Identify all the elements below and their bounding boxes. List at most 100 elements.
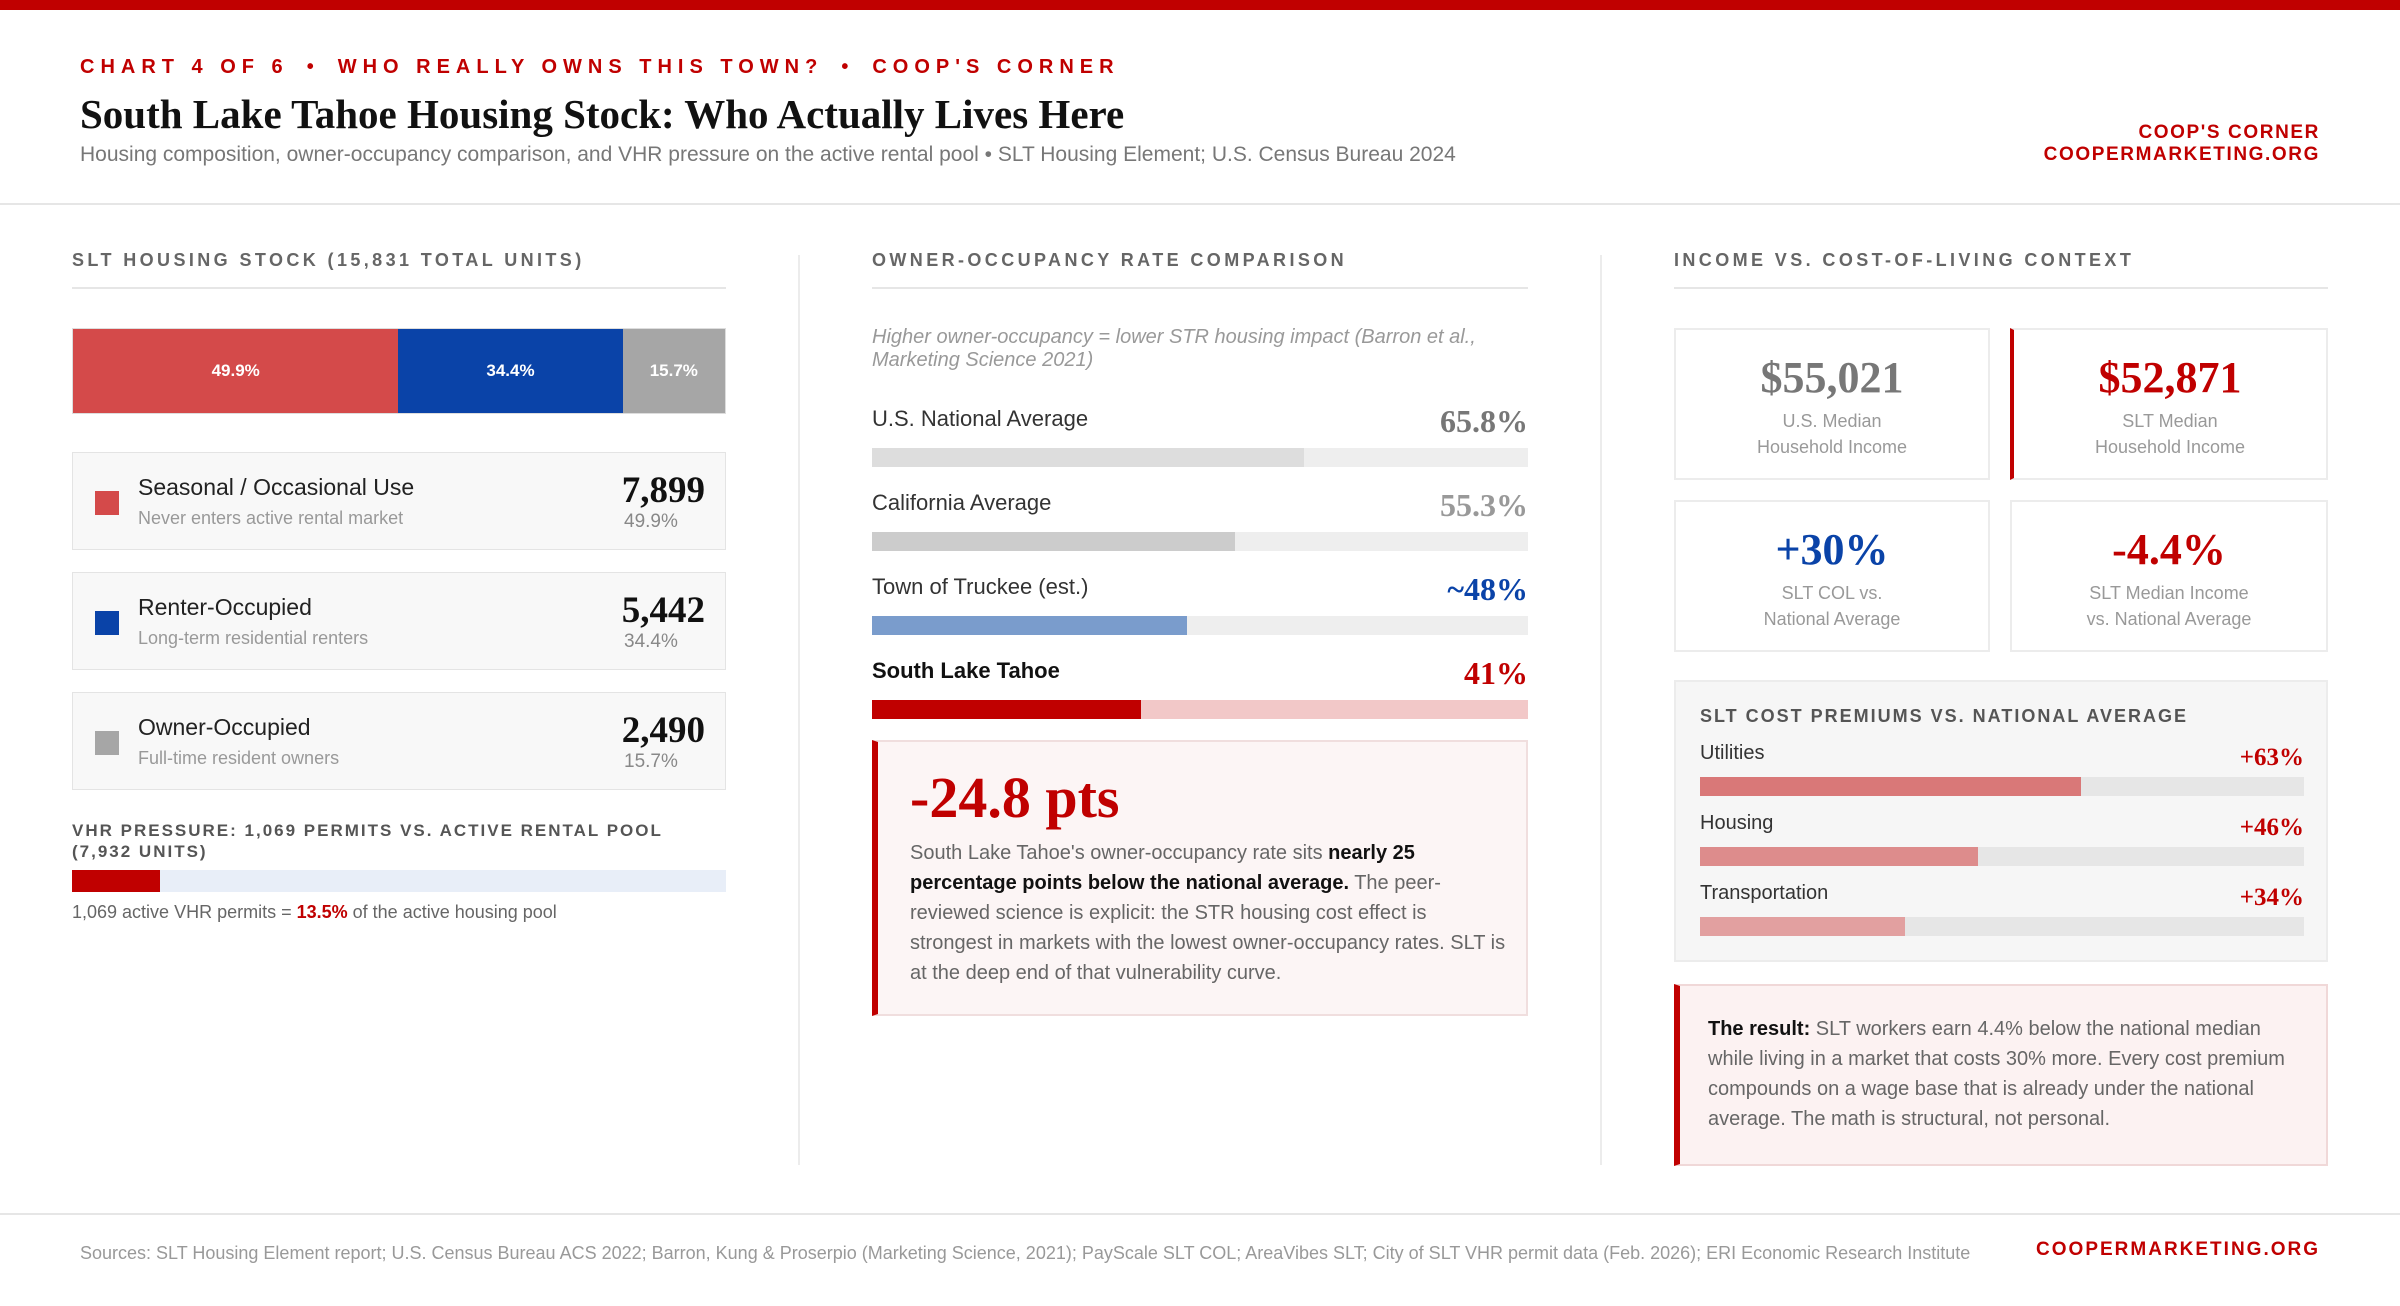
premium-track [1700,917,2304,936]
premium-label: Transportation [1700,882,1829,904]
footer-sources: Sources: SLT Housing Element report; U.S… [80,1243,1971,1263]
stat-label-line: SLT Median [2122,411,2218,431]
housing-stock-panel: SLT HOUSING STOCK (15,831 TOTAL UNITS) 4… [72,250,726,922]
premium-bar [1700,777,2081,796]
occupancy-bar [872,700,1141,719]
kicker-dot: • [841,56,855,78]
category-percent: 15.7% [624,751,678,772]
occupancy-value: ~48% [1447,571,1528,607]
gap-text-bold: nearly 25 percentage points below the na… [910,842,1415,894]
brand-url[interactable]: COOPERMARKETING.ORG [2043,144,2320,165]
stat-label-line: U.S. Median [1782,411,1882,431]
stat-value: $52,871 [2098,353,2242,402]
occupancy-track [872,616,1528,635]
cost-premiums-title: SLT COST PREMIUMS VS. NATIONAL AVERAGE [1700,706,2189,726]
category-name: Renter-Occupied [138,594,312,620]
occupancy-bar [872,448,1304,467]
vhr-pressure-track [72,870,726,892]
column-divider [1600,255,1602,1165]
kicker-part: CHART 4 OF 6 [80,56,289,78]
vhr-pressure-title: VHR PRESSURE: 1,069 PERMITS VS. ACTIVE R… [72,821,663,861]
top-accent-bar [0,0,2400,10]
premium-value: +63% [2239,744,2304,771]
premium-row: Transportation +34% [1700,882,2304,942]
brand-name: COOP'S CORNER [2138,122,2320,143]
stat-label-line: Household Income [1756,437,1908,457]
category-card-renter: Renter-Occupied Long-term residential re… [72,572,726,670]
category-percent: 49.9% [624,511,678,532]
premium-bar [1700,917,1906,936]
page-title: South Lake Tahoe Housing Stock: Who Actu… [80,91,1125,137]
section-title: OWNER-OCCUPANCY RATE COMPARISON [872,250,1528,289]
stat-value: -4.4% [2112,525,2226,574]
occupancy-track [872,448,1528,467]
kicker: CHART 4 OF 6 • WHO REALLY OWNS THIS TOWN? •… [80,56,1120,79]
gap-text: South Lake Tahoe's owner-occupancy rate … [910,842,1329,864]
stat-value: $55,021 [1760,353,1904,402]
occupancy-row: Town of Truckee (est.) ~48% [872,571,1528,635]
premium-label: Housing [1700,812,1774,834]
stack-segment-owner: 15.7% [622,329,725,413]
page-subtitle: Housing composition, owner-occupancy com… [80,143,1456,166]
result-body: SLT workers earn 4.4% below the national… [1708,1018,2285,1130]
swatch-seasonal [95,491,119,515]
swatch-renter [95,611,119,635]
occupancy-track [872,532,1528,551]
category-description: Long-term residential renters [138,628,369,648]
footer: Sources: SLT Housing Element report; U.S… [0,1213,2400,1306]
gap-callout: -24.8 pts South Lake Tahoe's owner-occup… [872,740,1528,1016]
occupancy-value: 55.3% [1440,487,1528,523]
vhr-note: 1,069 active VHR permits = 13.5% of the … [72,902,557,923]
result-lead: The result: [1708,1018,1811,1040]
category-card-owner: Owner-Occupied Full-time resident owners… [72,692,726,790]
gap-value: -24.8 pts [910,765,1120,830]
footer-brand-link[interactable]: COOPERMARKETING.ORG [2036,1239,2320,1260]
premium-value: +46% [2239,814,2304,841]
vhr-note-highlight: 13.5% [296,902,348,922]
vhr-note-prefix: 1,069 active VHR permits = [72,902,297,922]
category-percent: 34.4% [624,631,678,652]
gap-text: The peer-reviewed science is explicit: t… [910,872,1506,984]
premium-bar [1700,847,1978,866]
vhr-pressure-fill [72,870,161,892]
result-callout: The result: SLT workers earn 4.4% below … [1674,984,2328,1166]
column-divider [798,255,800,1165]
brand-block: COOP'S CORNER COOPERMARKETING.ORG [2044,122,2320,166]
stat-value: +30% [1775,525,1889,574]
section-title: SLT HOUSING STOCK (15,831 TOTAL UNITS) [72,250,726,289]
gap-explanation: South Lake Tahoe's owner-occupancy rate … [910,838,1510,988]
occupancy-value: 41% [1464,655,1528,691]
stat-card-col: +30% SLT COL vs. National Average [1674,500,1990,652]
stat-card-us-income: $55,021 U.S. Median Household Income [1674,328,1990,480]
swatch-owner [95,731,119,755]
stat-label: SLT Median Income vs. National Average [2012,580,2326,632]
kicker-dot: • [306,56,320,78]
category-description: Full-time resident owners [138,748,340,768]
occupancy-label: Town of Truckee (est.) [872,574,1089,599]
category-name: Seasonal / Occasional Use [138,474,415,500]
result-text: The result: SLT workers earn 4.4% below … [1708,1014,2308,1134]
occupancy-label: South Lake Tahoe [872,658,1060,683]
stack-segment-label: 15.7% [649,361,698,380]
occupancy-track [872,700,1528,719]
kicker-part: COOP'S CORNER [872,56,1120,78]
stack-segment-label: 34.4% [486,361,535,380]
occupancy-bar [872,532,1235,551]
category-name: Owner-Occupied [138,714,311,740]
stat-label-line: SLT COL vs. [1781,583,1883,603]
occupancy-row: California Average 55.3% [872,487,1528,551]
stack-segment-label: 49.9% [211,361,260,380]
premium-label: Utilities [1700,742,1765,764]
section-title: INCOME VS. COST-OF-LIVING CONTEXT [1674,250,2328,289]
category-card-seasonal: Seasonal / Occasional Use Never enters a… [72,452,726,550]
stat-label-line: National Average [1763,609,1901,629]
occupancy-row: U.S. National Average 65.8% [872,403,1528,467]
category-count: 7,899 [621,470,705,511]
premium-track [1700,777,2304,796]
income-context-panel: INCOME VS. COST-OF-LIVING CONTEXT $55,02… [1674,250,2328,1166]
occupancy-row: South Lake Tahoe 41% [872,655,1528,719]
occupancy-label: U.S. National Average [872,406,1089,431]
stat-label: SLT Median Household Income [2014,408,2326,460]
header: CHART 4 OF 6 • WHO REALLY OWNS THIS TOWN? •… [0,10,2400,205]
stat-card-slt-income: $52,871 SLT Median Household Income [2010,328,2328,480]
